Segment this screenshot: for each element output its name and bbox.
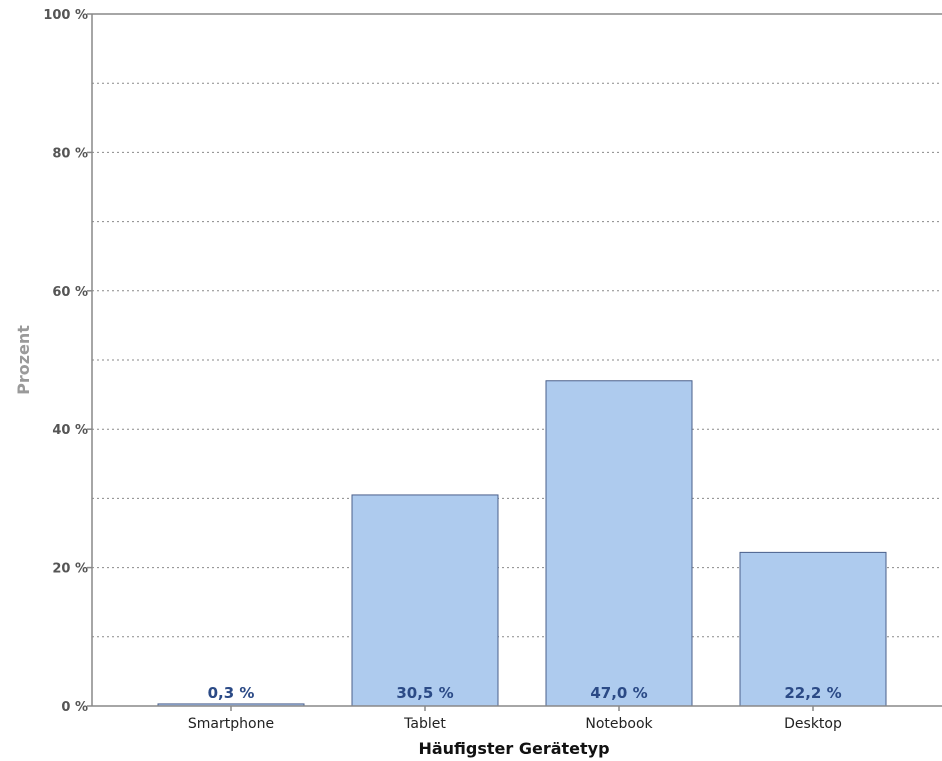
x-tick-label-notebook: Notebook: [585, 716, 653, 732]
data-labels: 0,3 % 30,5 % 47,0 % 22,2 %: [208, 684, 842, 702]
y-tick-label: 100 %: [43, 8, 88, 23]
x-tick-label-smartphone: Smartphone: [188, 716, 274, 732]
bar-tablet: [351, 494, 499, 707]
x-tick-labels: Smartphone Tablet Notebook Desktop: [188, 706, 842, 732]
bars: [157, 380, 887, 707]
y-tick-label: 0 %: [61, 700, 88, 715]
x-axis-label: Häufigster Gerätetyp: [418, 739, 609, 758]
y-tick-label: 40 %: [52, 423, 88, 438]
data-label-desktop: 22,2 %: [784, 684, 841, 702]
data-label-tablet: 30,5 %: [396, 684, 453, 702]
y-tick-label: 20 %: [52, 562, 88, 577]
data-label-smartphone: 0,3 %: [208, 684, 255, 702]
y-tick-labels: 0 % 20 % 40 % 60 % 80 % 100 %: [43, 8, 92, 715]
bar-notebook: [545, 380, 693, 707]
gridlines: [92, 82, 942, 638]
y-tick-label: 60 %: [52, 285, 88, 300]
data-label-notebook: 47,0 %: [590, 684, 647, 702]
y-axis-label: Prozent: [14, 325, 33, 395]
x-tick-label-tablet: Tablet: [403, 716, 446, 732]
bar-desktop: [739, 551, 887, 707]
y-tick-label: 80 %: [52, 146, 88, 161]
x-tick-label-desktop: Desktop: [784, 716, 842, 732]
